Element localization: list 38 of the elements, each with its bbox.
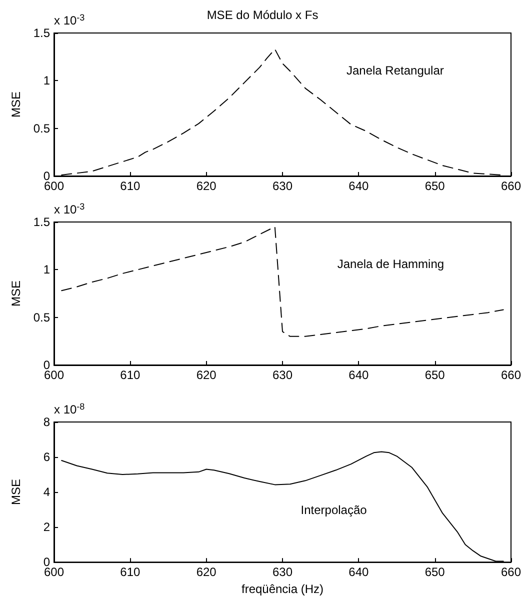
x-tick-label: 630 — [272, 565, 293, 580]
y-tick-label: 2 — [43, 520, 50, 534]
annotation: Janela de Hamming — [337, 256, 444, 271]
x-tick-label: 640 — [348, 368, 369, 382]
x-tick-label: 660 — [500, 565, 522, 580]
y-axis-title: MSE — [9, 479, 23, 506]
x-tick-label: 640 — [348, 179, 369, 193]
y-tick-label: 6 — [43, 450, 50, 464]
y-tick-label: 1.5 — [33, 26, 50, 40]
x-tick-label: 630 — [272, 368, 293, 382]
x-tick-label: 640 — [348, 565, 369, 580]
x-tick-label: 620 — [196, 368, 217, 382]
x-tick-label: 600 — [44, 565, 64, 580]
x-tick-label: 660 — [500, 368, 522, 382]
x-tick-label: 620 — [196, 179, 217, 193]
x-tick-label: 620 — [196, 565, 217, 580]
y-axis-title: MSE — [9, 280, 23, 307]
y-tick-label: 0.5 — [33, 121, 50, 136]
annotation: Interpolação — [300, 502, 368, 517]
x-axis-title: freqüência (Hz) — [241, 582, 324, 596]
line-series — [61, 226, 504, 337]
annotation: Janela Retangular — [346, 63, 444, 78]
x-tick-label: 650 — [424, 565, 446, 580]
x-tick-label: 610 — [120, 179, 140, 193]
y-axis-title: MSE — [9, 91, 23, 118]
x-tick-label: 610 — [120, 368, 140, 382]
y-tick-label: 8 — [43, 415, 50, 429]
x-tick-label: 650 — [424, 179, 446, 193]
x-tick-label: 650 — [424, 368, 446, 382]
y-tick-label: 1.5 — [33, 215, 50, 229]
x-tick-label: 610 — [120, 565, 140, 580]
y-tick-label: 1 — [43, 74, 50, 88]
y-tick-label: 4 — [43, 485, 50, 500]
x-tick-label: 630 — [272, 179, 293, 193]
y-tick-label: 0.5 — [33, 310, 50, 324]
chart-title: MSE do Módulo x Fs — [206, 8, 318, 22]
y-tick-label: 1 — [43, 262, 50, 277]
x-tick-label: 660 — [500, 179, 522, 193]
